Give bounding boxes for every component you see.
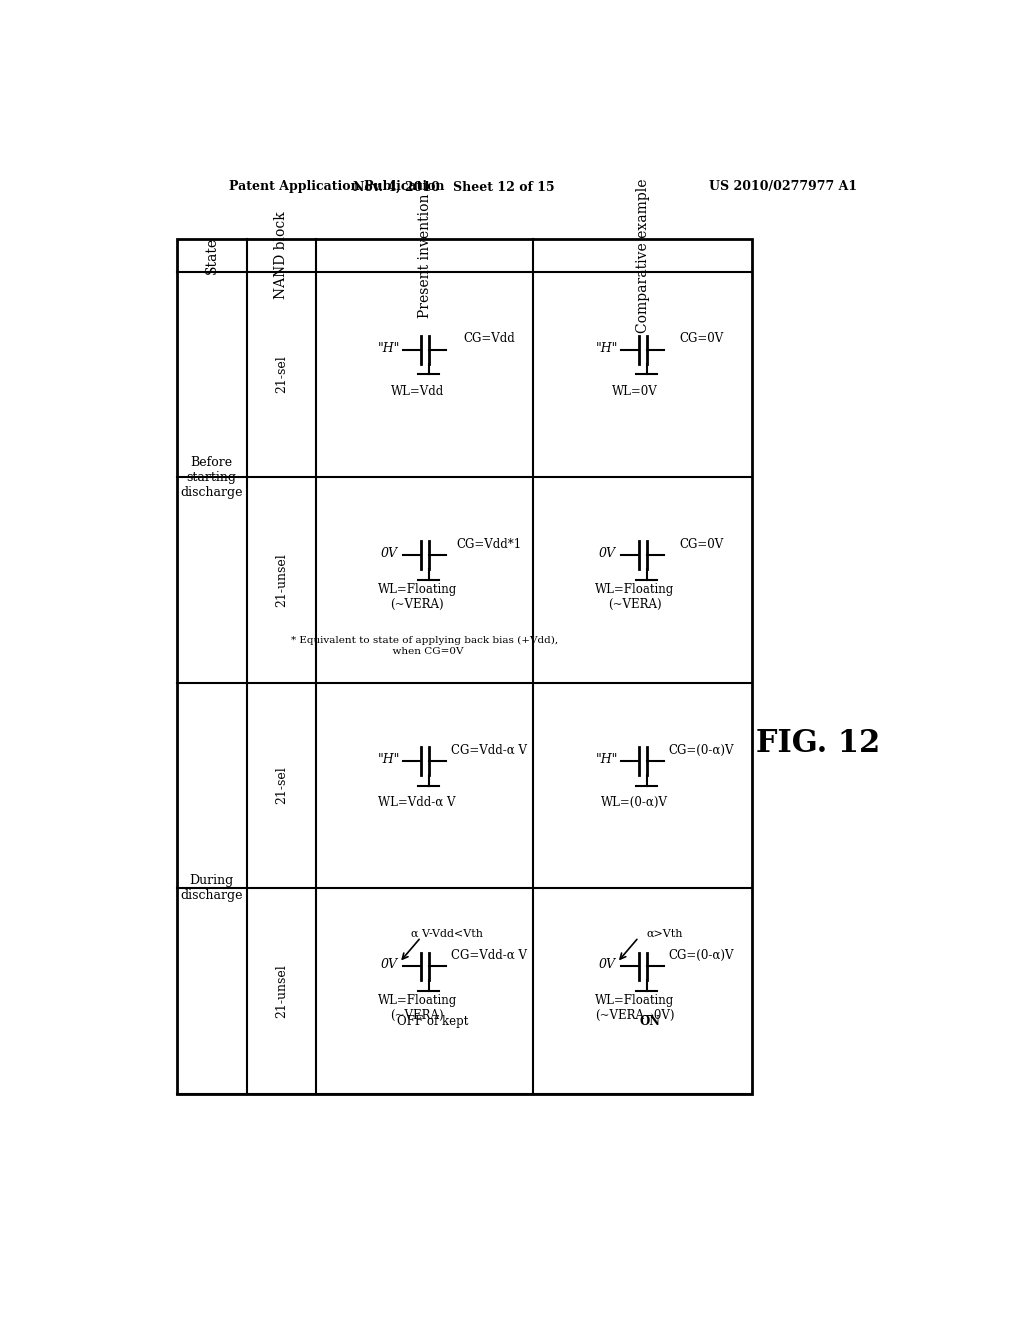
Text: 0V: 0V (381, 958, 397, 972)
Text: WL=Vdd: WL=Vdd (390, 385, 443, 397)
Text: Patent Application Publication: Patent Application Publication (228, 181, 444, 194)
Text: "H": "H" (596, 342, 618, 355)
Text: * Equivalent to state of applying back bias (+Vdd),
  when CG=0V: * Equivalent to state of applying back b… (291, 636, 558, 656)
Text: WL=(0-α)V: WL=(0-α)V (601, 796, 669, 809)
Text: α>Vth: α>Vth (646, 928, 683, 939)
Text: NAND block: NAND block (274, 211, 289, 300)
Text: OFF of kept: OFF of kept (397, 1015, 468, 1028)
Text: "H": "H" (378, 342, 400, 355)
Text: WL=Floating
(~VERA): WL=Floating (~VERA) (595, 583, 675, 611)
Text: During
discharge: During discharge (180, 874, 243, 903)
Text: "H": "H" (596, 752, 618, 766)
Text: CG=Vdd-α V: CG=Vdd-α V (452, 949, 527, 962)
Text: WL=Floating
(~VERA): WL=Floating (~VERA) (378, 583, 457, 611)
Text: CG=Vdd-α V: CG=Vdd-α V (452, 743, 527, 756)
Text: 0V: 0V (381, 548, 397, 560)
Text: CG=(0-α)V: CG=(0-α)V (669, 949, 734, 962)
Bar (177, 239, 752, 1094)
Text: CG=Vdd*1: CG=Vdd*1 (457, 539, 521, 550)
Text: Comparative example: Comparative example (636, 178, 649, 333)
Text: FIG. 12: FIG. 12 (756, 729, 880, 759)
Text: ON: ON (640, 1015, 660, 1028)
Text: 21-sel: 21-sel (275, 355, 288, 393)
Text: α V-Vdd<Vth: α V-Vdd<Vth (411, 928, 482, 939)
Text: WL=Floating
(~VERA→0V): WL=Floating (~VERA→0V) (595, 994, 675, 1022)
Text: Nov. 4, 2010   Sheet 12 of 15: Nov. 4, 2010 Sheet 12 of 15 (352, 181, 554, 194)
Text: "H": "H" (378, 752, 400, 766)
Text: WL=0V: WL=0V (612, 385, 657, 397)
Text: WL=Vdd-α V: WL=Vdd-α V (378, 796, 456, 809)
Text: Before
starting
discharge: Before starting discharge (180, 455, 243, 499)
Text: Present invention: Present invention (418, 193, 432, 318)
Text: CG=0V: CG=0V (679, 539, 724, 550)
Text: State: State (205, 236, 219, 275)
Text: CG=Vdd: CG=Vdd (463, 333, 515, 346)
Text: 21-unsel: 21-unsel (275, 553, 288, 607)
Text: 0V: 0V (598, 548, 615, 560)
Text: 21-unsel: 21-unsel (275, 965, 288, 1018)
Text: 0V: 0V (598, 958, 615, 972)
Text: CG=0V: CG=0V (679, 333, 724, 346)
Text: CG=(0-α)V: CG=(0-α)V (669, 743, 734, 756)
Text: WL=Floating
(~VERA): WL=Floating (~VERA) (378, 994, 457, 1022)
Text: 21-sel: 21-sel (275, 767, 288, 804)
Text: US 2010/0277977 A1: US 2010/0277977 A1 (710, 181, 857, 194)
